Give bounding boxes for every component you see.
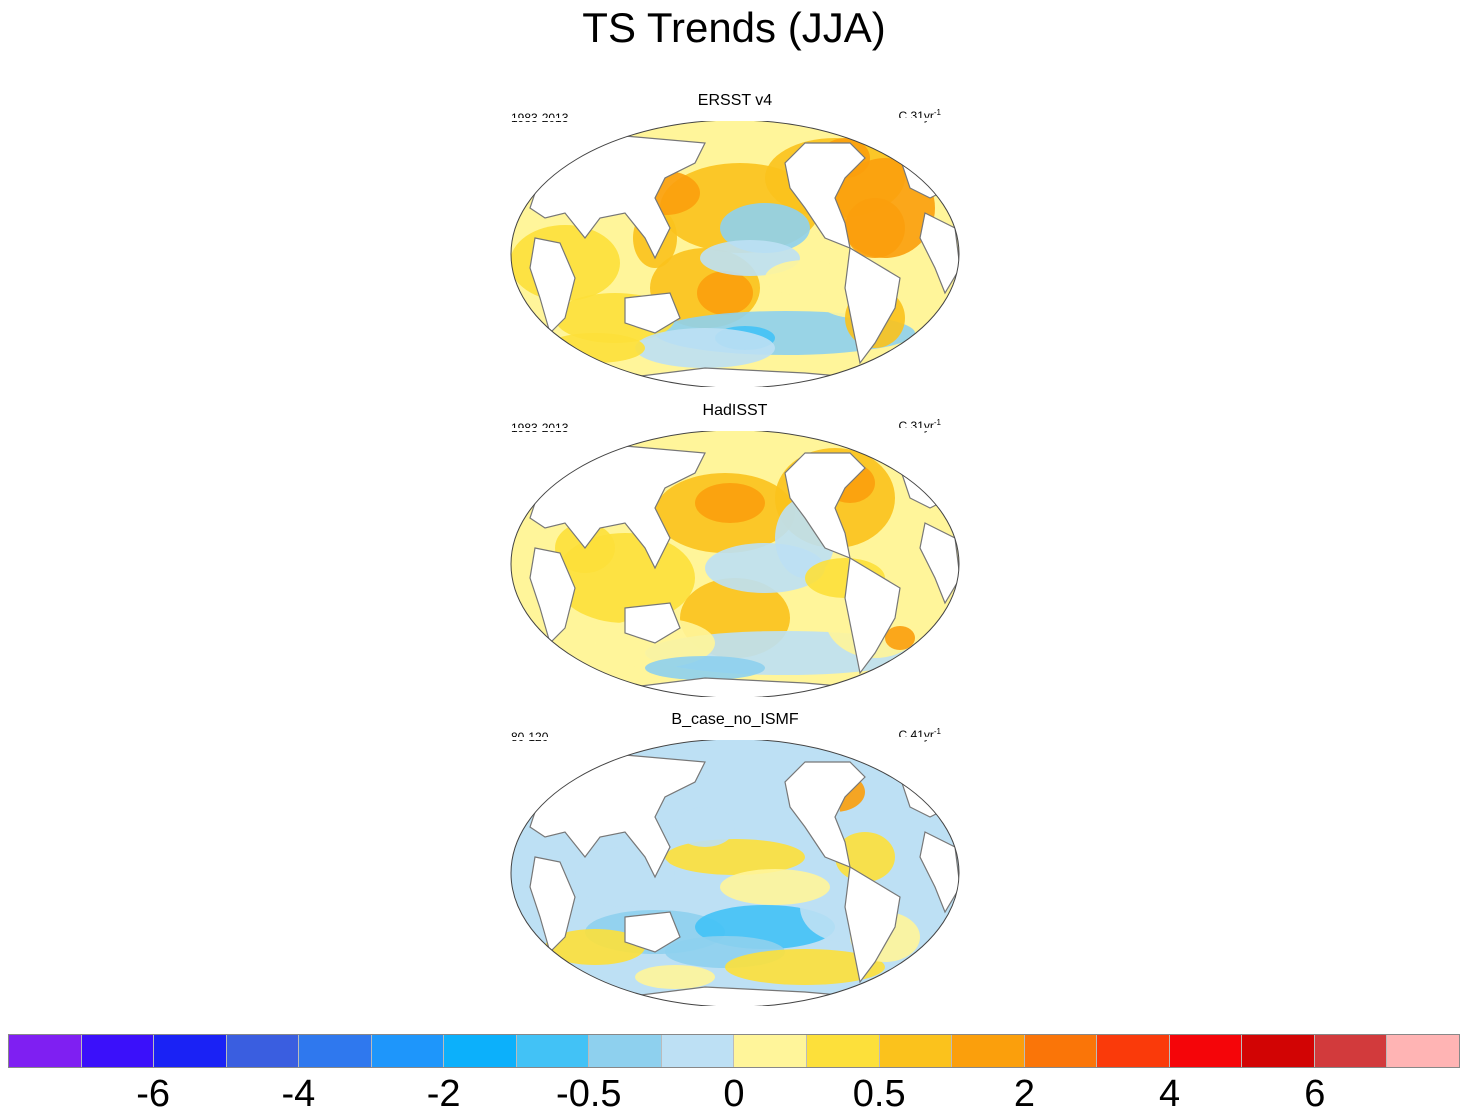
colorbar-box — [444, 1035, 517, 1067]
trend-field-patch — [635, 965, 715, 989]
land-mass — [529, 547, 576, 645]
land-mass — [529, 135, 706, 260]
land-mass — [784, 142, 866, 249]
trend-field-patch — [845, 198, 905, 258]
colorbar-box — [879, 1035, 953, 1067]
colorbar-tick-label: -6 — [136, 1073, 171, 1115]
colorbar-box — [371, 1035, 445, 1067]
land-mass — [624, 911, 681, 953]
colorbar-box — [9, 1035, 82, 1067]
land-mass — [529, 856, 576, 954]
land-mass — [844, 247, 901, 365]
colorbar-box — [1314, 1035, 1388, 1067]
map-panel-ersst: ERSST v4 1983-2013 C 31yr-1 — [505, 92, 965, 400]
map-ersst — [505, 118, 965, 390]
land-mass — [624, 602, 681, 644]
trend-field-patch — [765, 260, 845, 296]
colorbar-tick-label: 4 — [1159, 1073, 1181, 1115]
colorbar-tick-label: -4 — [281, 1073, 316, 1115]
land-mass — [529, 237, 576, 335]
map-panel-hadisst: HadISST 1983-2013 C 31yr-1 — [505, 402, 965, 710]
land-mass — [529, 445, 706, 570]
panel-title: ERSST v4 — [697, 92, 773, 109]
trend-field-patch — [697, 271, 753, 315]
colorbar-tick-label: -2 — [426, 1073, 461, 1115]
colorbar-tick-label: 0.5 — [852, 1073, 906, 1115]
land-mass — [784, 761, 866, 868]
trend-field-patch — [720, 869, 830, 905]
colorbar-box — [661, 1035, 735, 1067]
colorbar-box — [81, 1035, 155, 1067]
colorbar-box — [1024, 1035, 1098, 1067]
land-mass — [784, 452, 866, 559]
trend-field-patch — [695, 483, 765, 523]
panel-title: B_case_no_ISMF — [671, 711, 799, 728]
colorbar-box — [154, 1035, 227, 1067]
colorbar-tick-label: 0 — [723, 1073, 745, 1115]
colorbar-box — [516, 1035, 590, 1067]
colorbar-tick-label: 2 — [1013, 1073, 1035, 1115]
trend-field-patch — [885, 626, 915, 650]
colorbar — [8, 1034, 1460, 1068]
colorbar-box — [1242, 1035, 1315, 1067]
colorbar-box — [299, 1035, 372, 1067]
colorbar-box — [734, 1035, 808, 1067]
trend-field-patch — [545, 929, 645, 965]
colorbar-box — [952, 1035, 1025, 1067]
colorbar-tick-label: 6 — [1304, 1073, 1326, 1115]
trend-field-patch — [665, 839, 805, 875]
trend-field-patch — [645, 656, 765, 680]
colorbar-box — [1169, 1035, 1243, 1067]
land-mass — [529, 754, 706, 879]
map-model — [505, 737, 965, 1009]
colorbar-box — [1387, 1035, 1459, 1067]
map-hadisst — [505, 428, 965, 700]
land-mass — [844, 557, 901, 675]
panel-title: HadISST — [702, 402, 768, 419]
trend-field-patch — [635, 328, 775, 368]
land-mass — [844, 866, 901, 984]
colorbar-box — [807, 1035, 880, 1067]
figure-title: TS Trends (JJA) — [582, 4, 886, 51]
colorbar-tick-label: -0.5 — [556, 1073, 622, 1115]
colorbar-box — [589, 1035, 662, 1067]
map-panel-model: B_case_no_ISMF 80-120 C 41yr-1 — [505, 711, 965, 1019]
land-mass — [624, 292, 681, 334]
trend-field-patch — [725, 949, 885, 985]
colorbar-box — [226, 1035, 300, 1067]
trend-field-patch — [675, 807, 735, 847]
colorbar-box — [1097, 1035, 1170, 1067]
